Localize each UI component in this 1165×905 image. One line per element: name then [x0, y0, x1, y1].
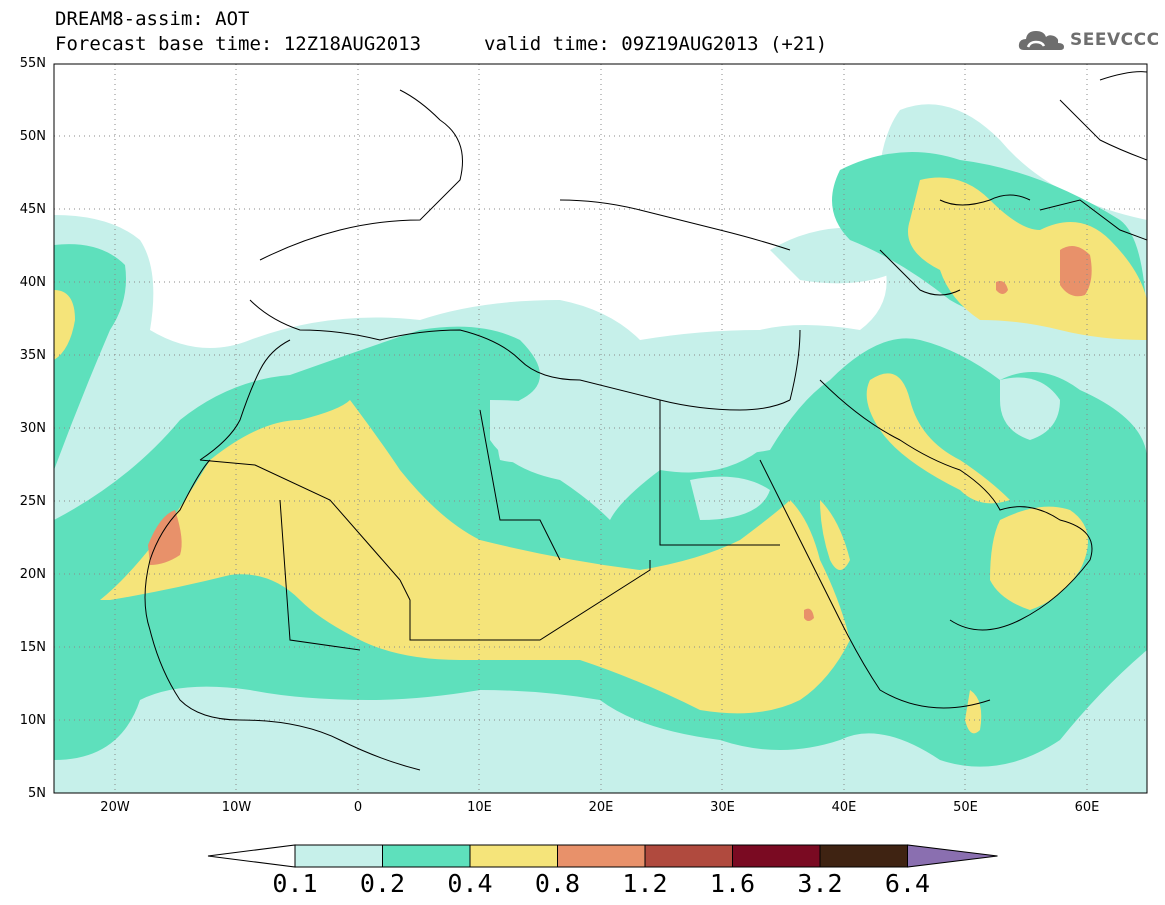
lon-label: 60E — [1074, 800, 1100, 815]
colorbar-under-arrow — [207, 844, 296, 868]
map-title: DREAM8-assim: AOT — [55, 8, 250, 30]
colorbar-label: 6.4 — [884, 869, 931, 898]
lon-label: 10W — [221, 800, 252, 815]
lon-label: 30E — [710, 800, 735, 815]
lat-label: 10N — [19, 713, 46, 728]
lat-label: 50N — [19, 129, 46, 144]
lat-label: 15N — [19, 640, 46, 655]
graticule — [54, 64, 1147, 793]
lat-label: 35N — [19, 348, 46, 363]
aot-layer-0-1-patches — [490, 377, 1060, 520]
forecast-base-time: Forecast base time: 12Z18AUG2013 — [55, 33, 422, 55]
lon-label: 50E — [953, 800, 978, 815]
lat-label: 25N — [19, 494, 46, 509]
lon-label: 10E — [467, 800, 492, 815]
colorbar-swatch — [469, 844, 558, 868]
colorbar-swatch — [732, 844, 821, 868]
lon-label: 20E — [588, 800, 614, 815]
colorbar-swatch — [819, 844, 908, 868]
valid-time: valid time: 09Z19AUG2013 (+21) — [484, 33, 828, 55]
colorbar-swatch — [294, 844, 383, 868]
map-frame — [53, 63, 1148, 794]
lat-label: 40N — [19, 275, 46, 290]
colorbar-label: 1.2 — [622, 869, 668, 898]
colorbar-label: 0.1 — [272, 869, 318, 898]
lat-label: 55N — [19, 56, 46, 71]
lat-label: 30N — [19, 421, 46, 436]
colorbar-label: 1.6 — [709, 869, 756, 898]
colorbar-label: 3.2 — [797, 869, 843, 898]
colorbar-swatch — [644, 844, 733, 868]
lon-label: 0 — [353, 800, 363, 815]
aot-layer-0-8 — [148, 246, 1092, 621]
colorbar-label: 0.8 — [534, 869, 581, 898]
coastlines-borders — [144, 71, 1147, 771]
colorbar-label: 0.4 — [447, 869, 493, 898]
colorbar-over-arrow — [907, 844, 998, 868]
colorbar-swatch — [382, 844, 471, 868]
seevccc-logo: SEEVCCC — [1018, 26, 1160, 56]
cloud-icon — [1018, 31, 1064, 50]
lon-label: 40E — [831, 800, 857, 815]
lat-label: 20N — [19, 567, 46, 582]
lat-label: 45N — [19, 202, 46, 217]
colorbar-label: 0.2 — [359, 869, 406, 898]
lon-label: 20W — [100, 800, 130, 815]
lat-label: 5N — [28, 786, 46, 801]
colorbar-swatch — [557, 844, 646, 868]
logo-text: SEEVCCC — [1070, 30, 1160, 50]
